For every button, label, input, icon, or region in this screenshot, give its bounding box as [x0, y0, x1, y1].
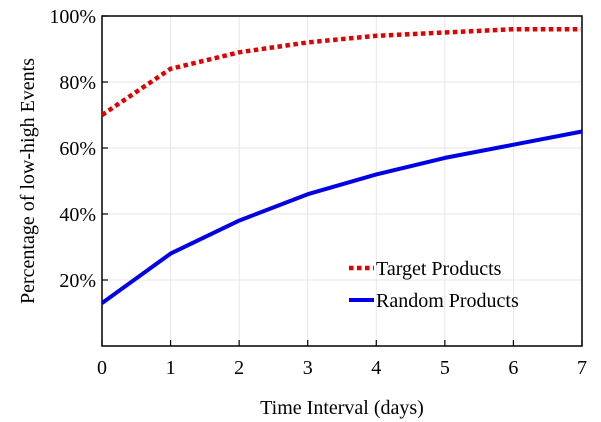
- legend-label: Random Products: [376, 290, 519, 312]
- y-axis-title: Percentage of low-high Events: [17, 58, 39, 304]
- ticks: 0 1 2 3 4 5 6 7 20% 40% 60% 80% 100%: [49, 6, 587, 379]
- y-tick-label: 80%: [59, 72, 96, 94]
- x-tick-label: 7: [577, 357, 587, 379]
- x-tick-label: 5: [440, 357, 450, 379]
- plot-frame: [101, 15, 583, 347]
- legend: Target Products Random Products: [349, 258, 519, 312]
- x-tick-label: 0: [97, 357, 107, 379]
- x-tick-label: 2: [234, 357, 244, 379]
- y-tick-label: 100%: [49, 6, 96, 28]
- x-tick-label: 3: [303, 357, 313, 379]
- legend-label: Target Products: [376, 258, 502, 280]
- y-tick-label: 20%: [59, 270, 96, 292]
- x-tick-label: 1: [166, 357, 176, 379]
- y-tick-label: 60%: [59, 138, 96, 160]
- series-line-random-products: [100, 129, 583, 305]
- series-lines: [100, 26, 583, 305]
- x-tick-label: 6: [508, 357, 518, 379]
- series-line-target-products: [100, 26, 582, 117]
- x-tick-label: 4: [371, 357, 381, 379]
- y-tick-label: 40%: [59, 204, 96, 226]
- x-axis-title: Time Interval (days): [260, 397, 424, 419]
